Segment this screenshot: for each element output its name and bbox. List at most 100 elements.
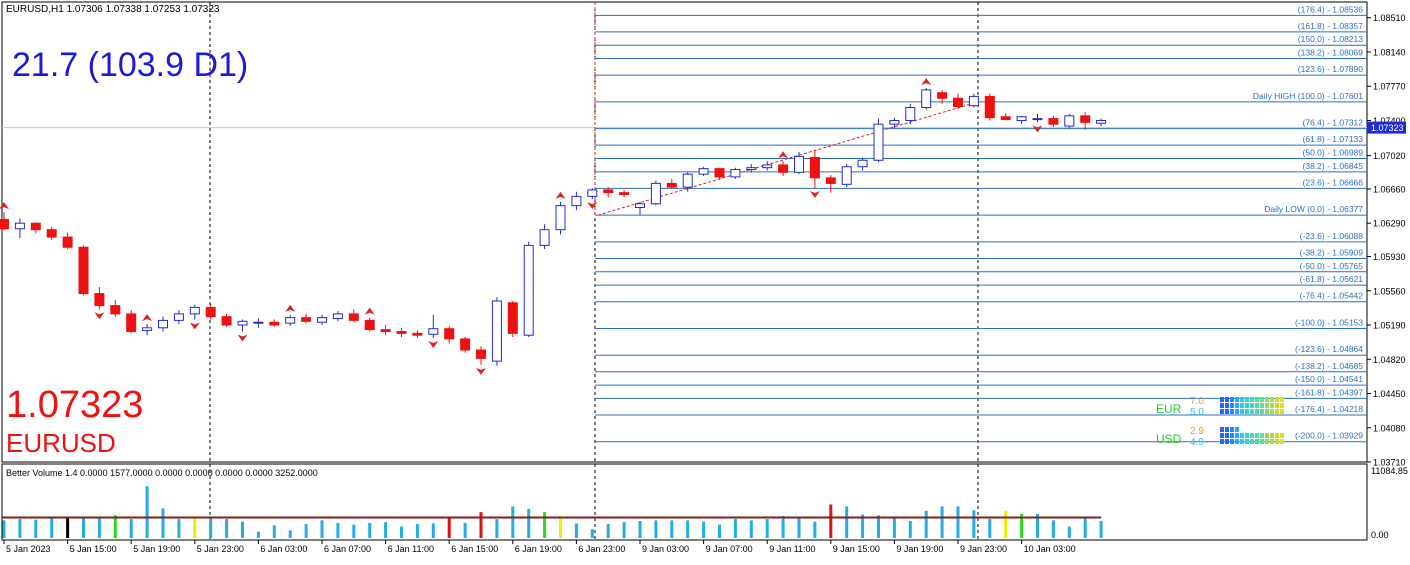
volume-bar — [574, 523, 578, 538]
strength-cell — [1255, 409, 1259, 414]
volume-bar — [400, 526, 403, 538]
candle-body — [158, 319, 168, 329]
volume-bar — [733, 519, 737, 538]
strength-cell — [1255, 397, 1259, 402]
volume-bar — [495, 519, 499, 538]
volume-bar — [670, 520, 674, 538]
volume-bar — [988, 519, 992, 538]
volume-bar — [972, 510, 976, 538]
candle-body — [905, 107, 916, 121]
strength-cell — [1265, 427, 1269, 432]
strength-cell — [1275, 433, 1279, 438]
volume-bar — [225, 519, 229, 538]
volume-bar — [256, 531, 260, 538]
strength-cell — [1220, 403, 1224, 408]
strength-currency-label: USD — [1156, 432, 1182, 446]
volume-bar — [1036, 514, 1039, 538]
strength-cell — [1240, 439, 1244, 444]
current-price-marker-label: 1.07323 — [1371, 123, 1404, 133]
time-tick-label: 5 Jan 2023 — [6, 544, 51, 554]
candle-body — [380, 329, 391, 332]
volume-bar — [606, 524, 610, 538]
strength-cell — [1275, 403, 1279, 408]
volume-bar — [924, 510, 928, 538]
candle-body — [650, 182, 661, 205]
price-tick-label: 1.07020 — [1373, 151, 1406, 161]
candle-body — [682, 173, 693, 188]
strength-cell — [1260, 433, 1264, 438]
volume-bar — [1067, 526, 1071, 538]
strength-cell — [1230, 397, 1234, 402]
strength-cell — [1250, 409, 1254, 414]
strength-cell — [1225, 427, 1229, 432]
fractal-up-arrow — [0, 202, 9, 210]
candle-body — [364, 319, 375, 331]
volume-bar — [336, 522, 340, 538]
strength-cell — [1240, 427, 1244, 432]
strength-cell — [1245, 439, 1249, 444]
strength-cell — [1270, 439, 1274, 444]
volume-bar — [638, 520, 642, 538]
volume-bar — [718, 524, 721, 538]
fib-level-label: (-138.2) - 1.04685 — [1295, 361, 1363, 371]
candle-body — [173, 313, 184, 321]
time-tick-label: 6 Jan 07:00 — [324, 544, 371, 554]
candle-body — [285, 317, 296, 324]
strength-cell — [1220, 397, 1224, 402]
strength-cell — [1260, 403, 1264, 408]
volume-bar — [66, 517, 70, 538]
fib-level-label: Daily LOW (0.0) - 1.06377 — [1264, 204, 1363, 214]
time-tick-label: 10 Jan 03:00 — [1024, 544, 1076, 554]
time-tick-label: 6 Jan 03:00 — [260, 544, 307, 554]
strength-cell — [1235, 433, 1239, 438]
price-tick-label: 1.05560 — [1373, 286, 1406, 296]
volume-max-label: 11084.85 — [1371, 466, 1408, 476]
candle-body — [984, 95, 995, 119]
volume-bar — [97, 517, 101, 538]
fractal-down-arrow — [237, 334, 248, 342]
candle-body — [635, 203, 645, 208]
volume-bar — [813, 521, 817, 538]
strength-cell — [1235, 409, 1239, 414]
volume-bar — [654, 520, 658, 538]
price-tick-label: 1.08140 — [1373, 47, 1406, 57]
strength-cell — [1250, 427, 1254, 432]
strength-cell — [1230, 433, 1234, 438]
strength-cell — [1230, 403, 1234, 408]
strength-cell — [1250, 397, 1254, 402]
fib-level-label: (150.0) - 1.08213 — [1298, 34, 1363, 44]
strength-cell — [1225, 439, 1229, 444]
strength-cell — [1275, 439, 1279, 444]
volume-bar — [686, 520, 690, 538]
price-tick-label: 1.04450 — [1373, 389, 1406, 399]
fib-level-label: Daily HIGH (100.0) - 1.07601 — [1253, 91, 1363, 101]
strength-value-a: 7.0 — [1190, 396, 1204, 407]
candle-body — [523, 244, 534, 336]
fib-level-label: (-123.6) - 1.04864 — [1295, 344, 1363, 354]
volume-bar — [193, 518, 197, 538]
volume-bar — [797, 517, 801, 538]
strength-cell — [1270, 409, 1274, 414]
fib-level-label: (-76.4) - 1.05442 — [1300, 291, 1364, 301]
strength-cell — [1245, 427, 1249, 432]
strength-cell — [1230, 427, 1234, 432]
strength-cell — [1265, 433, 1269, 438]
volume-bar — [129, 519, 133, 538]
fib-level-label: (-61.8) - 1.05621 — [1300, 274, 1364, 284]
fib-level-label: (-50.0) - 1.05765 — [1300, 261, 1364, 271]
strength-cell — [1235, 427, 1239, 432]
candle-body — [873, 123, 884, 161]
price-tick-label: 1.03710 — [1373, 458, 1406, 468]
candle-body — [937, 92, 948, 99]
main-pane-frame — [1, 1, 1368, 463]
candle-body — [698, 168, 709, 175]
candle-body — [142, 327, 153, 332]
strength-cell — [1220, 433, 1224, 438]
volume-bar — [892, 517, 896, 538]
price-tick-label: 1.05930 — [1373, 252, 1406, 262]
volume-bar — [463, 522, 467, 538]
volume-bar — [272, 525, 276, 538]
strength-cell — [1250, 403, 1254, 408]
